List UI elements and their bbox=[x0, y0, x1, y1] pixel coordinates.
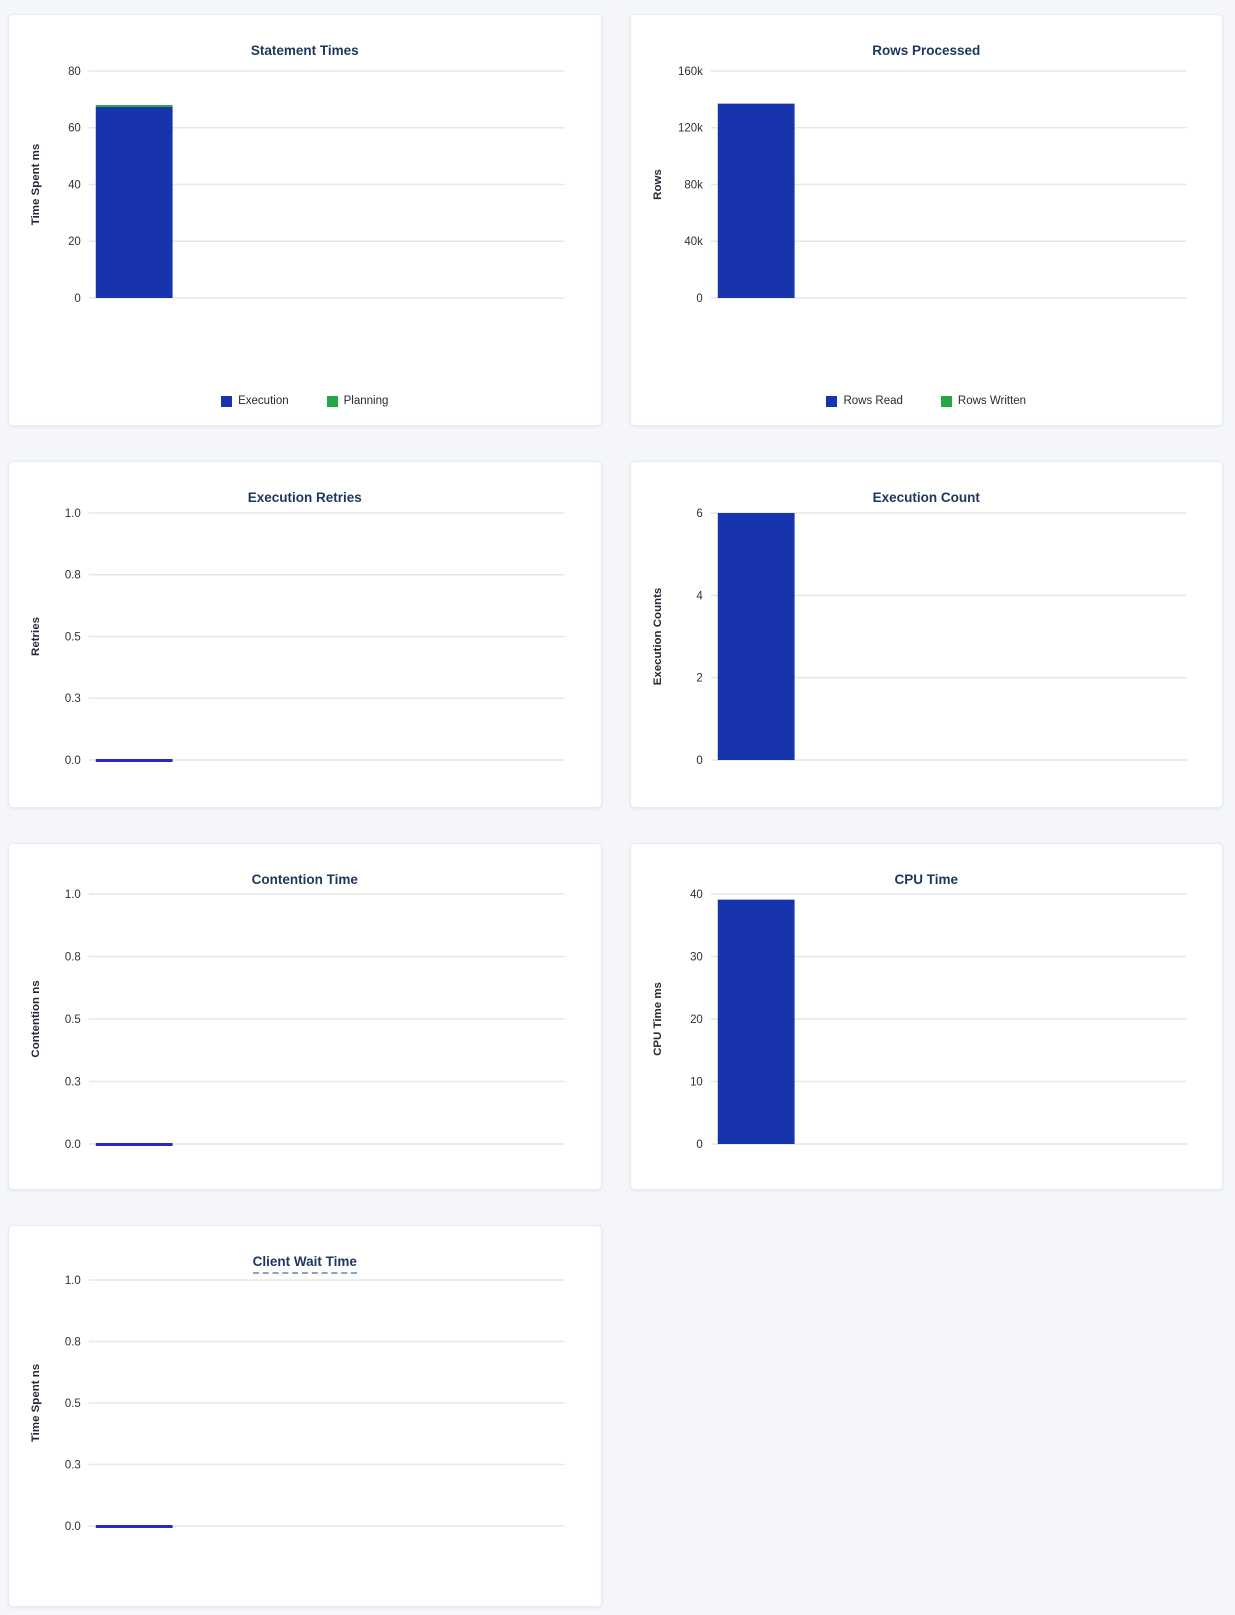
svg-text:80: 80 bbox=[68, 66, 81, 78]
chart-title-execution-retries: Execution Retries bbox=[247, 490, 362, 505]
svg-text:1.0: 1.0 bbox=[65, 889, 81, 901]
execution-count-card: Execution Count 0 2 4 6 Execution Counts bbox=[629, 461, 1223, 808]
client-wait-time-chart: 0.0 0.3 0.5 0.8 1.0 Time Spent ns bbox=[30, 1275, 565, 1533]
rows-processed-chart: 0 40k 80k 120k 160k Rows bbox=[651, 66, 1187, 305]
chart-title-cpu-time: CPU Time bbox=[894, 872, 959, 887]
svg-text:0.3: 0.3 bbox=[65, 1459, 81, 1471]
svg-text:CPU Time ms: CPU Time ms bbox=[651, 982, 663, 1056]
svg-text:20: 20 bbox=[68, 236, 81, 248]
svg-text:0.3: 0.3 bbox=[65, 693, 81, 705]
svg-text:4: 4 bbox=[696, 590, 703, 602]
cpu-time-card: CPU Time 0 10 20 30 40 CPU Time ms bbox=[629, 843, 1223, 1190]
legend-item-rows-read[interactable]: Rows Read bbox=[826, 395, 903, 407]
svg-text:Rows: Rows bbox=[651, 169, 663, 200]
svg-text:1.0: 1.0 bbox=[65, 508, 81, 520]
chart-title-contention-time: Contention Time bbox=[251, 872, 358, 887]
svg-text:0.3: 0.3 bbox=[65, 1076, 81, 1088]
svg-text:0.5: 0.5 bbox=[65, 631, 81, 643]
svg-text:40: 40 bbox=[690, 889, 703, 901]
svg-text:120k: 120k bbox=[677, 123, 702, 135]
legend-item-execution[interactable]: Execution bbox=[221, 395, 289, 407]
svg-text:0: 0 bbox=[696, 1139, 702, 1151]
svg-text:0.8: 0.8 bbox=[65, 570, 81, 582]
svg-text:1.0: 1.0 bbox=[65, 1275, 81, 1287]
contention-time-card: Contention Time 0.0 0.3 0.5 0.8 1.0 Contentio… bbox=[8, 843, 602, 1190]
statement-times-chart: 0 20 40 60 80 Time Spent ms bbox=[30, 66, 565, 305]
svg-text:80k: 80k bbox=[684, 179, 703, 191]
legend-label: Planning bbox=[343, 395, 389, 407]
svg-text:0.5: 0.5 bbox=[65, 1398, 81, 1410]
svg-text:0: 0 bbox=[74, 293, 80, 305]
legend-label: Rows Written bbox=[957, 395, 1027, 407]
legend-item-planning[interactable]: Planning bbox=[326, 395, 389, 407]
svg-text:6: 6 bbox=[696, 508, 702, 520]
svg-text:Retries: Retries bbox=[30, 617, 42, 656]
svg-text:30: 30 bbox=[690, 951, 703, 963]
legend-item-rows-written[interactable]: Rows Written bbox=[940, 395, 1027, 407]
svg-text:0.8: 0.8 bbox=[65, 951, 81, 963]
svg-text:0.8: 0.8 bbox=[65, 1336, 81, 1348]
svg-text:Contention ns: Contention ns bbox=[30, 980, 42, 1057]
svg-text:0.5: 0.5 bbox=[65, 1014, 81, 1026]
rows-processed-legend: Rows Read Rows Written bbox=[631, 395, 1223, 407]
chart-title-client-wait-time[interactable]: Client Wait Time bbox=[9, 1254, 601, 1274]
svg-text:40: 40 bbox=[68, 179, 81, 191]
svg-text:0.0: 0.0 bbox=[65, 1521, 81, 1533]
chart-title-execution-count: Execution Count bbox=[872, 490, 980, 505]
contention-time-chart: 0.0 0.3 0.5 0.8 1.0 Contention ns bbox=[30, 889, 565, 1151]
svg-text:Time Spent ms: Time Spent ms bbox=[30, 144, 42, 225]
svg-text:160k: 160k bbox=[677, 66, 702, 78]
svg-text:0: 0 bbox=[696, 293, 702, 305]
execution-retries-chart: 0.0 0.3 0.5 0.8 1.0 Retries bbox=[30, 508, 565, 767]
svg-text:Execution Counts: Execution Counts bbox=[651, 588, 663, 686]
client-wait-time-card: Client Wait Time 0.0 0.3 0.5 0.8 1.0 Time Spe… bbox=[8, 1225, 602, 1607]
svg-text:2: 2 bbox=[696, 673, 702, 685]
statement-times-legend: Execution Planning bbox=[9, 395, 601, 407]
legend-swatch-green-icon bbox=[326, 395, 338, 407]
legend-swatch-green-icon bbox=[940, 395, 952, 407]
svg-text:20: 20 bbox=[690, 1014, 703, 1026]
cpu-time-chart: 0 10 20 30 40 CPU Time ms bbox=[651, 889, 1187, 1151]
svg-text:10: 10 bbox=[690, 1076, 703, 1088]
svg-text:40k: 40k bbox=[684, 236, 703, 248]
svg-text:0.0: 0.0 bbox=[65, 1139, 81, 1151]
chart-title-statement-times: Statement Times bbox=[250, 43, 359, 58]
rows-processed-card: Rows Processed 0 40k 80k 120k 160k Rows Rows … bbox=[629, 14, 1223, 426]
svg-text:0: 0 bbox=[696, 755, 702, 767]
execution-count-chart: 0 2 4 6 Execution Counts bbox=[651, 508, 1187, 767]
chart-title-rows-processed: Rows Processed bbox=[872, 43, 981, 58]
legend-label: Execution bbox=[238, 395, 289, 407]
svg-text:0.0: 0.0 bbox=[65, 755, 81, 767]
execution-retries-card: Execution Retries 0.0 0.3 0.5 0.8 1.0 Retries bbox=[8, 461, 602, 808]
svg-text:60: 60 bbox=[68, 123, 81, 135]
legend-swatch-blue-icon bbox=[826, 395, 838, 407]
legend-label: Rows Read bbox=[843, 395, 903, 407]
statement-times-card: Statement Times 0 20 40 60 80 Time Spent ms E… bbox=[8, 14, 602, 426]
legend-swatch-blue-icon bbox=[221, 395, 233, 407]
svg-text:Time Spent ns: Time Spent ns bbox=[30, 1364, 42, 1442]
